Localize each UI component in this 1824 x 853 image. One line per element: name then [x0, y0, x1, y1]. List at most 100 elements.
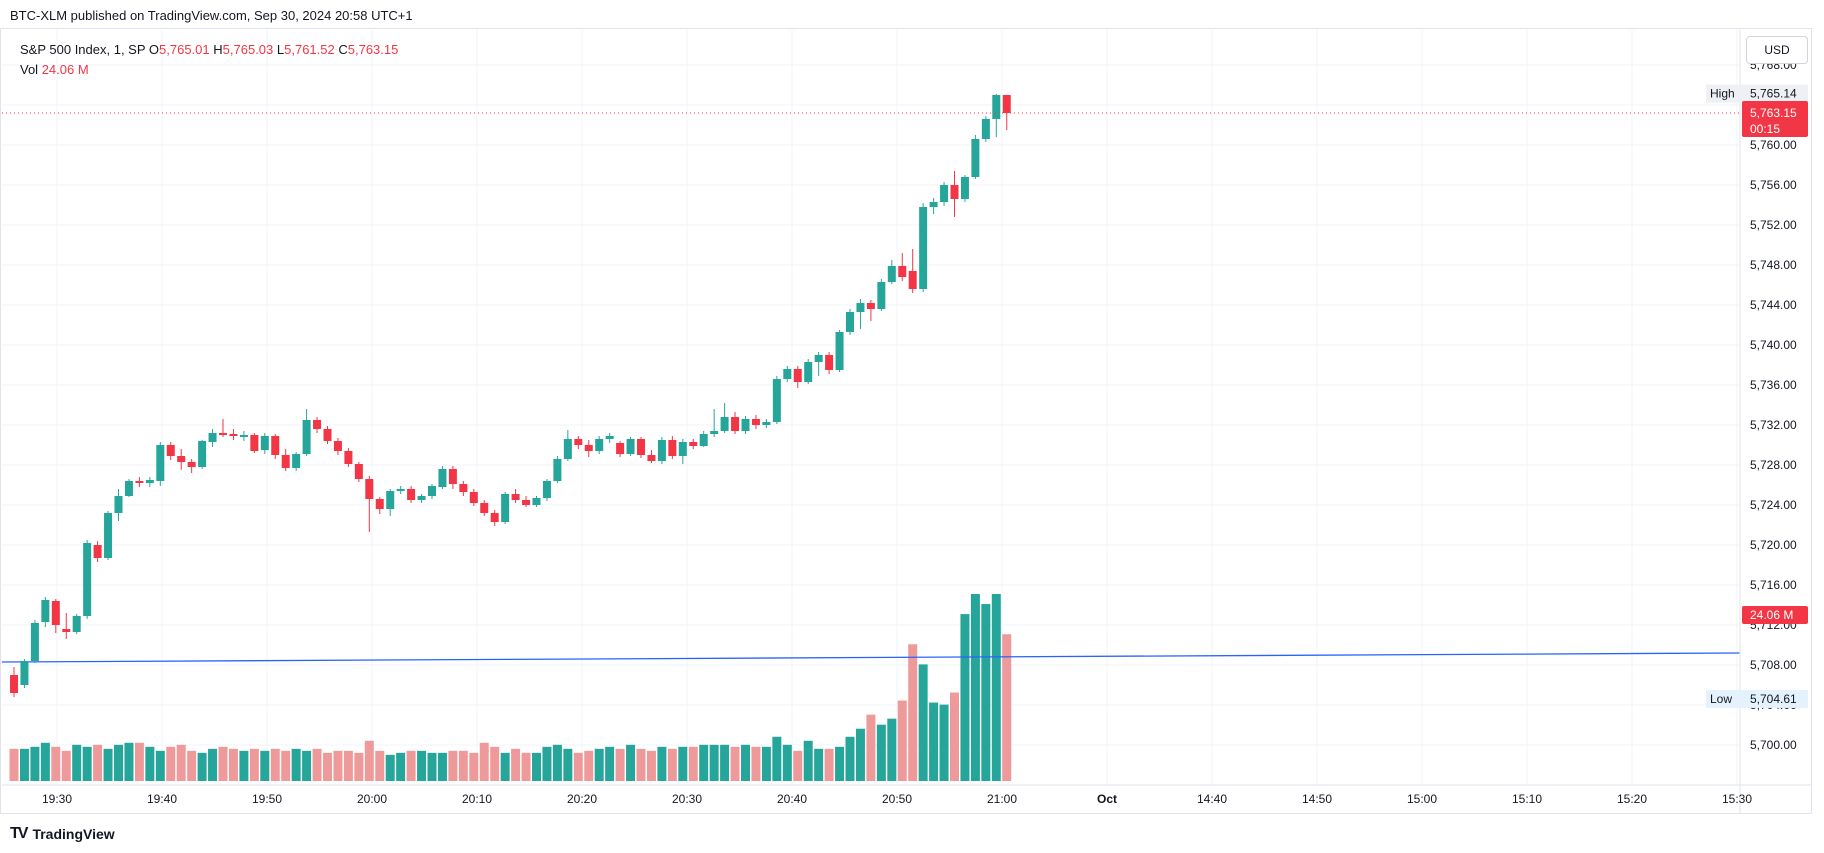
volume-bar — [688, 746, 698, 781]
legend-symbol: S&P 500 Index, 1, SP — [20, 42, 146, 57]
volume-bar — [782, 744, 792, 781]
candle-body — [407, 489, 416, 500]
volume-bar — [835, 746, 845, 781]
candle — [313, 417, 322, 433]
candle-body — [511, 494, 520, 500]
candle-body — [260, 436, 269, 450]
candle — [62, 613, 71, 639]
candle-body — [333, 441, 342, 451]
volume-bar — [302, 750, 312, 781]
candle-body — [51, 601, 60, 625]
candle — [616, 441, 625, 457]
candle-body — [490, 513, 499, 522]
y-tick-label: 5,716.00 — [1750, 578, 1797, 592]
candle-body — [940, 185, 949, 202]
x-tick-label: 19:30 — [42, 792, 72, 806]
candle-body — [313, 420, 322, 429]
volume-bar — [19, 748, 29, 781]
tradingview-footer[interactable]: TV TradingView — [10, 825, 115, 843]
volume-badge-value: 24.06 M — [1750, 608, 1793, 622]
candle-body — [501, 494, 510, 522]
volume-bar — [270, 748, 280, 781]
candle — [229, 429, 238, 440]
candle — [104, 511, 113, 560]
candle — [793, 366, 802, 388]
candle — [177, 449, 186, 470]
candle — [386, 489, 395, 516]
candle-body — [344, 451, 353, 464]
volume-bars — [9, 594, 1012, 781]
published-header: BTC-XLM published on TradingView.com, Se… — [10, 8, 413, 23]
candle — [198, 440, 207, 469]
grid-lines — [2, 30, 1740, 785]
volume-bar — [82, 746, 92, 781]
volume-bar — [343, 750, 353, 781]
candle — [741, 416, 750, 434]
candle — [762, 419, 771, 428]
candle-body — [908, 271, 917, 289]
candle-body — [678, 442, 687, 456]
candle-body — [960, 177, 969, 199]
volume-bar — [657, 746, 667, 781]
low-label: Low — [1710, 692, 1732, 706]
candle-body — [177, 456, 186, 462]
candle-body — [584, 445, 593, 451]
candle-body — [657, 440, 666, 461]
volume-bar — [291, 748, 301, 781]
candle-body — [950, 185, 959, 199]
volume-bar — [699, 744, 709, 781]
candle — [51, 599, 60, 633]
candle-body — [62, 629, 71, 632]
candle — [302, 409, 311, 456]
candle — [678, 439, 687, 464]
candle-body — [532, 498, 541, 505]
candle — [72, 614, 81, 634]
candle — [41, 597, 50, 627]
candle-body — [616, 443, 625, 454]
candle — [417, 494, 426, 503]
price-axis: 5,700.005,704.005,708.005,712.005,716.00… — [1739, 30, 1797, 814]
volume-bar — [458, 750, 468, 781]
candle — [407, 486, 416, 503]
volume-bar — [563, 748, 573, 781]
volume-bar — [249, 748, 259, 781]
candle — [469, 489, 478, 506]
y-tick-label: 5,732.00 — [1750, 418, 1797, 432]
volume-bar — [855, 728, 865, 781]
volume-bar — [646, 750, 656, 781]
candle-body — [720, 417, 729, 431]
volume-bar — [709, 744, 719, 781]
candle-body — [281, 455, 290, 468]
volume-bar — [437, 752, 447, 781]
candle-body — [814, 355, 823, 362]
x-tick-label: 21:00 — [987, 792, 1017, 806]
candle-body — [846, 312, 854, 332]
volume-bar — [991, 594, 1001, 781]
candle — [93, 541, 102, 562]
x-tick-label: 19:40 — [147, 792, 177, 806]
volume-bar — [908, 644, 918, 781]
high-value-box — [1742, 84, 1808, 103]
currency-button[interactable]: USD — [1746, 36, 1808, 64]
chart-frame[interactable] — [0, 28, 1812, 814]
volume-bar — [469, 752, 479, 781]
volume-bar — [93, 744, 103, 781]
volume-bar — [114, 744, 123, 781]
candle-body — [783, 369, 792, 379]
candle — [877, 279, 886, 311]
candle — [219, 419, 227, 437]
volume-bar — [970, 594, 980, 781]
candle-body — [448, 469, 457, 484]
countdown-value: 00:15 — [1750, 122, 1780, 136]
candle-body — [971, 139, 980, 177]
volume-bar — [636, 748, 646, 781]
time-axis: 19:30 19:40 19:50 20:00 20:10 20:20 20:30 20:40… — [2, 784, 1812, 806]
candle — [751, 415, 760, 429]
last-price-badge — [1742, 101, 1808, 137]
candle-body — [198, 441, 207, 467]
candle-body — [751, 419, 760, 425]
volume-bar — [552, 744, 562, 781]
volume-bar — [511, 748, 521, 781]
x-tick-label: 20:20 — [567, 792, 597, 806]
